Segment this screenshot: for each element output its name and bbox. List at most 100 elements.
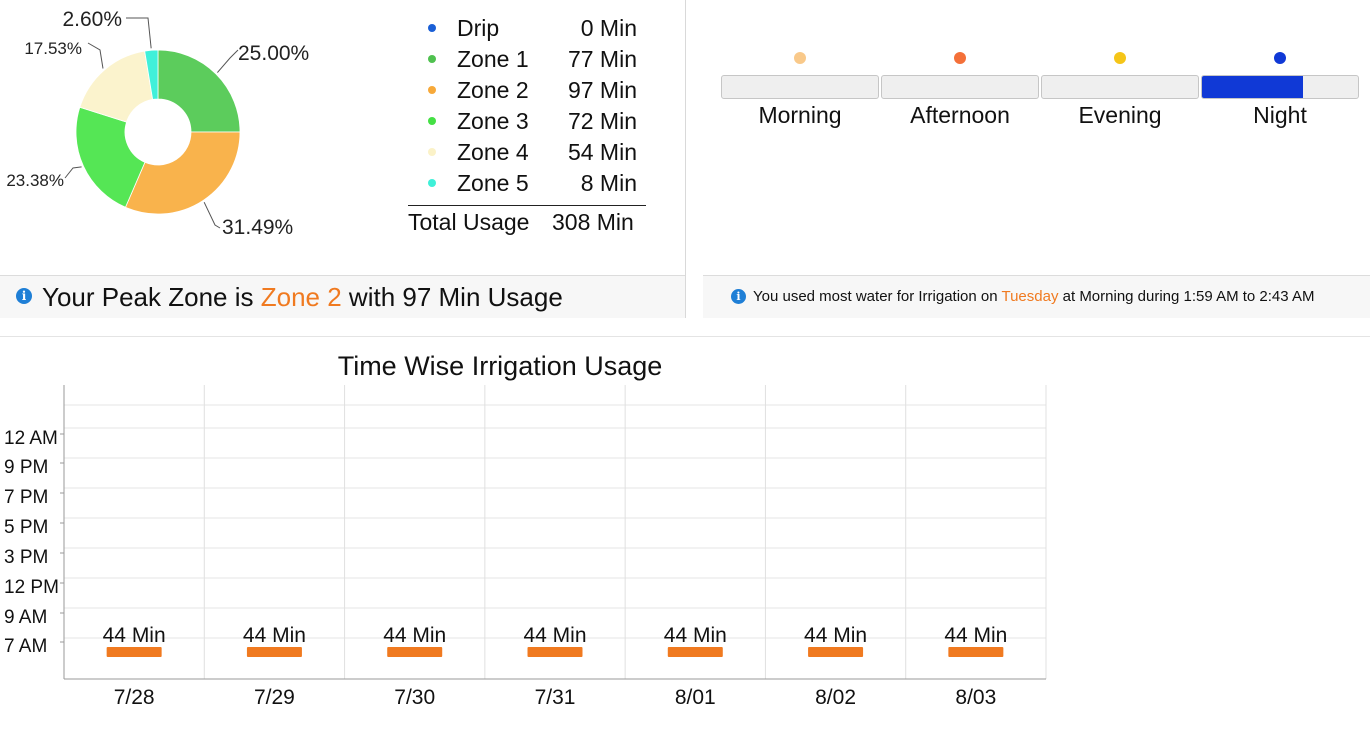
chart-title: Time Wise Irrigation Usage	[338, 351, 663, 381]
peak-time-footer: i You used most water for Irrigation on …	[703, 275, 1370, 318]
usage-bar	[106, 647, 162, 657]
time-slot-bar	[1041, 75, 1199, 99]
legend-item: Zone 5 8 Min	[420, 169, 650, 197]
usage-bar	[667, 647, 723, 657]
panel-divider	[685, 0, 686, 318]
donut-slice	[144, 49, 159, 100]
legend-zone-name: Zone 2	[457, 77, 529, 103]
usage-bar	[948, 647, 1004, 657]
legend-dot	[428, 148, 436, 156]
time-slot-icon	[1114, 52, 1126, 64]
x-tick-label: 8/02	[815, 686, 856, 709]
info-icon: i	[16, 288, 32, 304]
bar-data-label: 44 Min	[103, 624, 166, 647]
time-slot-label: Night	[1253, 102, 1307, 128]
slice-percent-label: 25.00%	[238, 42, 309, 65]
peak-zone-footer: i Your Peak Zone is Zone 2 with 97 Min U…	[0, 275, 685, 318]
usage-bar	[246, 647, 302, 657]
legend-item: Zone 4 54 Min	[420, 138, 650, 166]
legend-item: Zone 1 77 Min	[420, 45, 650, 73]
legend-zone-name: Drip	[457, 15, 500, 41]
usage-bar	[808, 647, 864, 657]
bar-data-label: 44 Min	[804, 624, 867, 647]
legend-zone-name: Zone 5	[457, 170, 529, 196]
time-slot-label: Afternoon	[910, 102, 1010, 128]
section-divider	[0, 336, 1370, 337]
y-tick-label: 3 PM	[4, 547, 48, 568]
legend-zone-usage: 0 Min	[580, 15, 637, 41]
peak-message-suffix: with 97 Min Usage	[341, 282, 563, 312]
total-divider	[408, 205, 646, 206]
y-tick-label: 12 PM	[4, 577, 59, 598]
legend-item: Zone 3 72 Min	[420, 107, 650, 135]
slice-leader-line	[64, 166, 82, 179]
legend-zone-usage: 72 Min	[567, 108, 637, 134]
info-icon: i	[731, 289, 746, 304]
bar-data-label: 44 Min	[383, 624, 446, 647]
legend-zone-name: Zone 1	[457, 46, 529, 72]
total-usage-label: Total Usage	[408, 209, 530, 235]
y-tick-label: 7 PM	[4, 487, 48, 508]
time-slot-icon	[954, 52, 966, 64]
x-tick-label: 7/30	[394, 686, 435, 709]
legend-dot	[428, 86, 436, 94]
y-tick-label: 5 PM	[4, 517, 48, 538]
slice-percent-label: 31.49%	[222, 216, 293, 239]
legend-zone-usage: 8 Min	[580, 170, 637, 196]
x-tick-label: 7/28	[114, 686, 155, 709]
time-slot-bar	[881, 75, 1039, 99]
peak-time-message: You used most water for Irrigation on Tu…	[753, 288, 1314, 306]
time-of-day-slots: Morning Afternoon Evening Night	[703, 0, 1370, 270]
zone-donut-chart: 25.00% 31.49% 23.38% 17.53% 2.60%	[6, 8, 309, 239]
legend-dot	[428, 55, 436, 63]
legend-zone-usage: 77 Min	[567, 46, 637, 72]
legend-dot	[428, 179, 436, 187]
legend-zone-usage: 97 Min	[567, 77, 637, 103]
time-wise-usage-chart: Time Wise Irrigation Usage 7 AM 9 AM 12 PM 3…	[4, 351, 1047, 709]
slice-leader-line	[87, 42, 104, 69]
legend-item: Zone 2 97 Min	[420, 76, 650, 104]
bar-data-label: 44 Min	[944, 624, 1007, 647]
legend-dot	[428, 24, 436, 32]
peak-time-suffix: at Morning during 1:59 AM to 2:43 AM	[1058, 288, 1315, 305]
time-slot-fill	[1202, 76, 1304, 98]
bar-data-label: 44 Min	[243, 624, 306, 647]
bar-data-label: 44 Min	[523, 624, 586, 647]
slice-leader-line	[203, 201, 221, 229]
y-tick-label: 7 AM	[4, 636, 47, 657]
peak-zone-name: Zone 2	[260, 282, 342, 312]
slice-percent-label: 17.53%	[24, 39, 82, 58]
y-tick-label: 9 AM	[4, 607, 47, 628]
time-slot-icon	[794, 52, 806, 64]
y-tick-label: 12 AM	[4, 428, 58, 449]
bar-data-label: 44 Min	[664, 624, 727, 647]
usage-bar	[527, 647, 583, 657]
total-usage-value: 308 Min	[552, 209, 634, 235]
time-slot-label: Morning	[758, 102, 842, 128]
peak-zone-message: Your Peak Zone is Zone 2 with 97 Min Usa…	[42, 282, 563, 312]
time-slot-icon	[1274, 52, 1286, 64]
legend-dot	[428, 117, 436, 125]
x-tick-label: 8/01	[675, 686, 716, 709]
slice-percent-label: 2.60%	[62, 8, 122, 31]
time-slot-bar	[721, 75, 879, 99]
legend-zone-usage: 54 Min	[567, 139, 637, 165]
peak-message-prefix: Your Peak Zone is	[42, 282, 261, 312]
time-slot-label: Evening	[1078, 102, 1162, 128]
legend-zone-name: Zone 4	[457, 139, 529, 165]
slice-leader-line	[126, 17, 152, 49]
time-slot-bar	[1201, 75, 1359, 99]
x-tick-label: 8/03	[955, 686, 996, 709]
peak-day-name: Tuesday	[1001, 288, 1059, 305]
usage-bar	[387, 647, 443, 657]
donut-slice	[75, 106, 146, 208]
legend-item: Drip 0 Min	[420, 14, 650, 42]
legend-zone-name: Zone 3	[457, 108, 529, 134]
donut-slice	[124, 131, 241, 215]
y-tick-label: 9 PM	[4, 457, 48, 478]
x-tick-label: 7/31	[535, 686, 576, 709]
donut-slice	[157, 49, 241, 133]
peak-time-prefix: You used most water for Irrigation on	[753, 288, 1002, 305]
slice-leader-line	[217, 49, 239, 73]
zone-usage-panel: 25.00% 31.49% 23.38% 17.53% 2.60% Drip 0 Min Z…	[0, 0, 685, 318]
